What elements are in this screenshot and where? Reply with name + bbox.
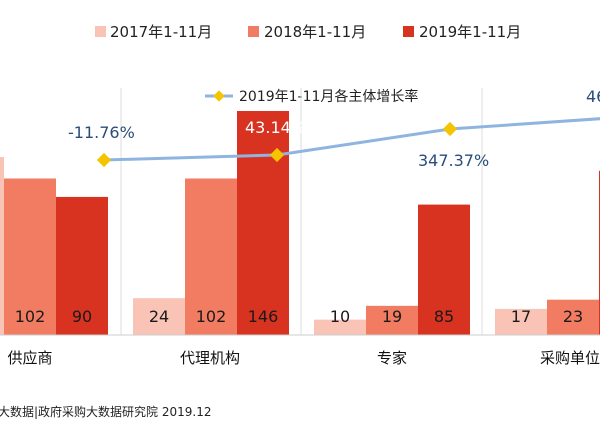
value-label-cat0-series2: 90 [72,307,92,326]
category-label-suppliers: 供应商 [7,349,52,367]
bar-cat3-series0 [495,308,547,335]
bar-cat3-series1 [547,299,599,335]
bar-cat2-series1 [366,305,418,335]
legend-label-2018: 2018年1-11月 [264,23,366,41]
value-label-cat2-series0: 10 [330,307,350,326]
bar-cat2-series0 [314,319,366,335]
bar-cat1-series2 [237,111,289,335]
growth-label-suppliers: -11.76% [68,123,135,142]
legend-label-2019: 2019年1-11月 [419,23,521,41]
growth-line-group: -11.76% 43.14% 347.37% 46 [68,87,600,170]
value-label-cat2-series1: 19 [382,307,402,326]
value-label-cat1-series0: 24 [149,307,169,326]
category-label-agencies: 代理机构 [180,349,240,367]
bar-cat2-series2 [418,204,470,335]
legend-swatch-2019 [403,26,414,37]
category-label-purchasers: 采购单位 [540,349,600,367]
legend-label-2017: 2017年1-11月 [110,23,212,41]
bar-cat0-series0 [0,157,4,335]
legend-label-growth: 2019年1-11月各主体增长率 [239,88,418,105]
bars [0,111,600,335]
growth-marker-1 [269,147,285,163]
bar-cat0-series1 [4,178,56,335]
value-label-cat3-series0: 17 [511,307,531,326]
bar-cat1-series0 [133,298,185,335]
category-separators [120,88,483,335]
growth-label-agencies: 43.14% [245,118,306,137]
growth-label-experts: 347.37% [418,151,489,170]
legend-swatch-2017 [95,26,106,37]
value-label-cat1-series1: 102 [196,307,227,326]
category-label-experts: 专家 [377,349,407,367]
growth-line [103,117,600,162]
bar-cat1-series1 [185,178,237,335]
value-labels: 102 90 24 102 146 10 19 85 17 23 [15,307,583,326]
bar-cat0-series2 [56,196,108,335]
growth-marker-2 [442,121,458,137]
value-label-cat0-series1: 102 [15,307,46,326]
source-note: 大数据|政府采购大数据研究院 2019.12 [0,405,212,419]
legend-line-marker [213,90,225,102]
value-label-cat2-series2: 85 [434,307,454,326]
value-label-cat3-series1: 23 [563,307,583,326]
legend-swatch-2018 [248,26,259,37]
growth-marker-0 [96,152,112,168]
legend: 2017年1-11月 2018年1-11月 2019年1-11月 2019年1-… [95,23,521,105]
category-labels: 供应商 代理机构 专家 采购单位 [7,349,600,367]
value-label-cat1-series2: 146 [248,307,279,326]
growth-label-purchasers: 46 [586,87,600,106]
